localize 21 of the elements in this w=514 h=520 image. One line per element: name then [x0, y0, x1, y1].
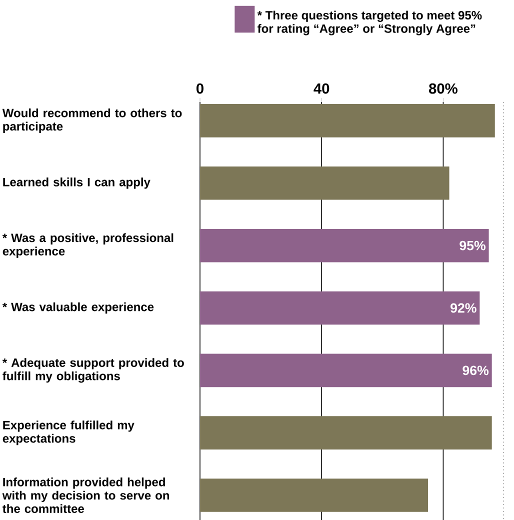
x-tick-label: 80% [428, 83, 458, 94]
bar [200, 228, 489, 262]
legend-label: * Three questions targeted to meet 95% for rating “Agree” or “Strongly Agree” [257, 10, 482, 36]
bar [200, 291, 480, 325]
x-tick-label: 0 [196, 83, 204, 94]
y-tick-label: Learned skills I can apply [3, 178, 150, 189]
y-tick-label: * Was a positive, professional experience [2, 233, 174, 258]
y-tick-label: Would recommend to others to participate [2, 108, 182, 133]
data-label: 95% [460, 240, 486, 250]
x-tick-label: 40 [314, 83, 330, 94]
data-label: 92% [450, 303, 476, 313]
bar [200, 166, 450, 200]
data-label: 96% [462, 366, 489, 376]
y-tick-label: Experience fulfilled my expectations [2, 420, 134, 446]
y-tick-label: * Was valuable experience [2, 302, 154, 314]
bar [200, 478, 428, 512]
y-tick-label: * Adequate support provided to fulfill my obligations [2, 358, 184, 383]
bar [200, 416, 492, 450]
y-tick-label: Information provided helped with my decision to serve on the committee [2, 478, 170, 513]
bar [200, 354, 492, 388]
bar [200, 104, 495, 138]
